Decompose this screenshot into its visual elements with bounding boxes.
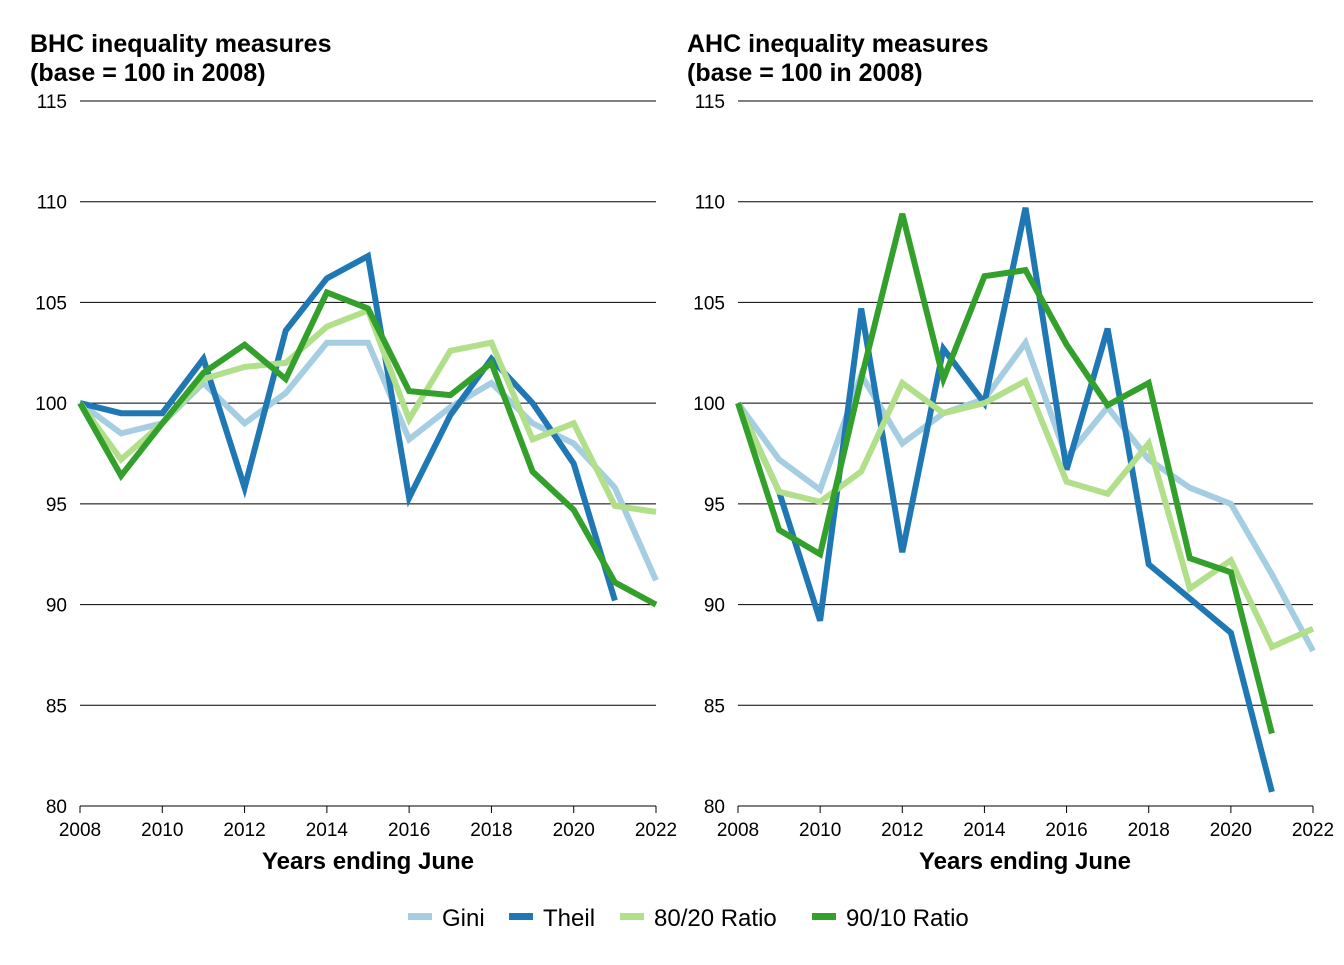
legend-swatch — [408, 913, 432, 920]
bhc-x-tick-label: 2018 — [470, 820, 512, 841]
ahc-series-gini — [735, 336, 1316, 653]
ahc-series-lines — [735, 207, 1316, 793]
bhc-series-theil — [79, 251, 618, 602]
bhc-y-tick-label: 100 — [35, 394, 67, 415]
bhc-y-tick-label: 110 — [37, 193, 67, 214]
ahc-y-tick-label: 110 — [695, 193, 725, 214]
ahc-y-tick-label: 80 — [704, 797, 725, 818]
ahc-y-tick-label: 100 — [693, 394, 725, 415]
bhc-series-lines — [77, 251, 659, 608]
ahc-chart-title-line2: (base = 100 in 2008) — [687, 59, 923, 87]
bhc-chart-title-line1: BHC inequality measures — [30, 30, 332, 58]
bhc-y-tick-label: 95 — [46, 495, 67, 516]
ahc-y-axis-ticks: 80 85 90 95 100 105 110 115 — [693, 92, 725, 818]
bhc-y-tick-label: 115 — [37, 92, 67, 113]
ahc-series-theil — [735, 207, 1275, 793]
legend-label: Theil — [543, 905, 595, 932]
ahc-x-tick-label: 2008 — [717, 820, 759, 841]
ahc-x-tick-label: 2022 — [1292, 820, 1334, 841]
ahc-y-tick-label: 85 — [704, 696, 725, 717]
ahc-gridlines — [738, 100, 1313, 807]
ahc-x-tick-label: 2014 — [963, 820, 1006, 841]
legend-swatch — [620, 913, 644, 920]
chart-legend: Gini Theil 80/20 Ratio 90/10 Ratio — [408, 905, 969, 932]
bhc-chart-title-line2: (base = 100 in 2008) — [30, 59, 266, 87]
bhc-panel: BHC inequality measures (base = 100 in 2… — [30, 30, 677, 875]
legend-swatch — [509, 913, 533, 920]
bhc-x-tick-label: 2012 — [223, 820, 265, 841]
ahc-x-tick-label: 2016 — [1045, 820, 1087, 841]
ahc-y-tick-label: 105 — [693, 293, 725, 314]
bhc-y-tick-label: 85 — [46, 696, 67, 717]
ahc-y-tick-label: 95 — [704, 495, 725, 516]
ahc-y-tick-label: 90 — [704, 596, 725, 617]
bhc-y-tick-label: 80 — [46, 797, 67, 818]
bhc-x-tick-label: 2016 — [388, 820, 430, 841]
ahc-x-tick-label: 2010 — [799, 820, 841, 841]
bhc-x-tick-label: 2020 — [553, 820, 595, 841]
bhc-y-tick-label: 105 — [35, 293, 67, 314]
bhc-x-tick-label: 2008 — [59, 820, 101, 841]
bhc-x-tick-label: 2022 — [635, 820, 677, 841]
bhc-y-axis-ticks: 80 85 90 95 100 105 110 115 — [35, 92, 67, 818]
legend-swatch — [812, 913, 836, 920]
legend-label: 90/10 Ratio — [846, 905, 969, 932]
ahc-x-tick-label: 2020 — [1210, 820, 1252, 841]
bhc-x-tick-label: 2014 — [306, 820, 349, 841]
bhc-x-axis-ticks: 2008 2010 2012 2014 2016 2018 2020 2022 — [59, 806, 677, 841]
ahc-x-axis-label: Years ending June — [919, 848, 1131, 875]
ahc-series-90-10-ratio — [735, 213, 1275, 735]
legend-label: 80/20 Ratio — [654, 905, 777, 932]
bhc-x-axis-label: Years ending June — [262, 848, 474, 875]
bhc-series-90-10-ratio — [77, 288, 658, 608]
legend-label: Gini — [442, 905, 485, 932]
ahc-y-tick-label: 115 — [695, 92, 725, 113]
bhc-x-tick-label: 2010 — [141, 820, 183, 841]
ahc-x-axis-ticks: 2008 2010 2012 2014 2016 2018 2020 2022 — [717, 806, 1334, 841]
ahc-x-tick-label: 2012 — [881, 820, 923, 841]
ahc-x-tick-label: 2018 — [1128, 820, 1170, 841]
ahc-chart-title-line1: AHC inequality measures — [687, 30, 989, 58]
bhc-y-tick-label: 90 — [46, 596, 67, 617]
ahc-panel: AHC inequality measures (base = 100 in 2… — [687, 30, 1334, 875]
